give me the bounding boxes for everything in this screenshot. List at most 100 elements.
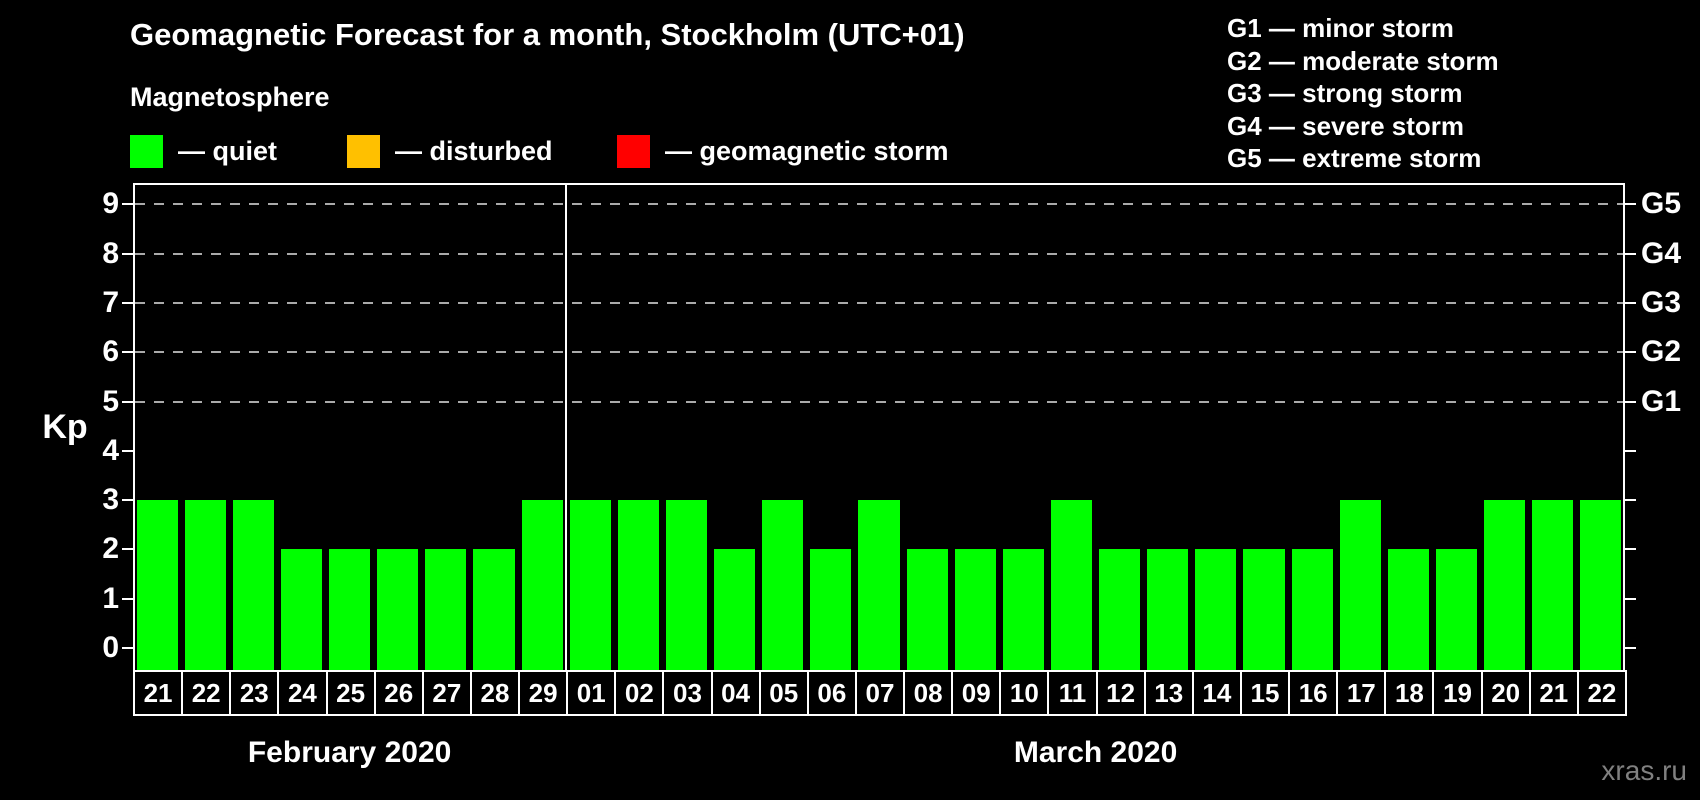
gridline-g5: [135, 203, 1623, 206]
date-label: 24: [277, 670, 328, 716]
date-label: 15: [1239, 670, 1291, 716]
y-axis-tick-right: [1625, 647, 1636, 649]
kp-bar: [280, 549, 322, 672]
kp-bar: [1435, 549, 1478, 672]
date-label: 13: [1143, 670, 1194, 716]
g-scale-legend-line: G5 — extreme storm: [1227, 143, 1482, 173]
kp-bar: [184, 500, 226, 672]
g-scale-legend: G1 — minor storm G2 — moderate storm G3 — …: [1227, 12, 1499, 175]
kp-bar: [1580, 500, 1622, 672]
date-label: 27: [421, 670, 472, 716]
y-axis-tick-label: 2: [102, 532, 119, 566]
date-label: 14: [1191, 670, 1242, 716]
y-axis-tick-right: [1625, 400, 1636, 403]
date-label: 09: [951, 670, 1002, 716]
kp-bar: [329, 549, 371, 672]
date-label: 23: [229, 670, 280, 716]
date-label: 20: [1480, 670, 1531, 716]
y-axis-tick-label: 5: [102, 384, 119, 418]
y-axis-title: Kp: [42, 408, 88, 446]
date-label: 02: [614, 670, 665, 716]
date-label: 04: [710, 670, 761, 716]
month-label: March 2020: [1013, 736, 1178, 769]
g-scale-legend-line: G3 — strong storm: [1227, 78, 1463, 108]
date-label: 28: [469, 670, 521, 716]
gridline-g3: [135, 301, 1623, 304]
kp-bar: [858, 500, 900, 672]
y-axis-tick-left: [122, 301, 133, 304]
kp-bar: [1099, 549, 1141, 672]
chart-title: Geomagnetic Forecast for a month, Stockh…: [130, 17, 965, 52]
y-axis-tick-left: [122, 203, 133, 206]
kp-bar: [136, 500, 178, 672]
kp-bar: [1195, 549, 1237, 672]
g-level-label: G2: [1641, 335, 1682, 369]
plot-area: G1 G2 G3 G4 G5 0 1 2 3 4 5 6 7 8 9 21 22 23 24 25 26 27 28 29 01…: [102, 183, 1681, 769]
g-scale-legend-line: G4 — severe storm: [1227, 110, 1465, 141]
legend-item-geomagnetic-storm: — geomagnetic storm: [617, 133, 949, 169]
date-label: 21: [133, 670, 184, 716]
y-axis-tick-label: 7: [102, 285, 119, 319]
kp-bar: [473, 549, 515, 672]
date-label: 06: [806, 670, 857, 716]
g-level-label: G3: [1641, 285, 1682, 319]
gridline-g1: [135, 400, 1623, 403]
gridline-g4: [135, 252, 1623, 255]
y-axis-tick-right: [1625, 203, 1636, 206]
date-label: 22: [1576, 670, 1627, 716]
kp-bar: [377, 549, 419, 672]
kp-bar: [1002, 549, 1044, 672]
legend-item-label: — geomagnetic storm: [665, 135, 949, 166]
y-axis-tick-right: [1625, 597, 1636, 600]
y-axis-tick-right: [1625, 301, 1636, 304]
storm-color-swatch: [617, 134, 650, 168]
disturbed-color-swatch: [347, 134, 380, 168]
kp-bar: [425, 549, 467, 672]
y-axis-tick-right: [1625, 252, 1636, 255]
kp-bar: [714, 549, 756, 672]
y-axis-tick-left: [122, 499, 133, 502]
y-axis-tick-label: 4: [102, 433, 119, 467]
date-label: 01: [566, 670, 617, 716]
kp-bar: [1484, 500, 1526, 672]
kp-bar: [1339, 500, 1381, 672]
y-axis-tick-label: 3: [102, 483, 119, 517]
date-label: 12: [1095, 670, 1146, 716]
y-axis-tick-left: [122, 400, 133, 403]
date-label: 26: [373, 670, 424, 716]
g-scale-legend-line: G2 — moderate storm: [1227, 45, 1499, 76]
date-label: 11: [1047, 670, 1098, 716]
gridline-g2: [135, 351, 1623, 354]
kp-bar: [1291, 549, 1333, 672]
y-axis-tick-label: 9: [102, 187, 119, 221]
g-level-label: G4: [1641, 236, 1682, 270]
date-label: 08: [903, 670, 954, 716]
kp-bar: [232, 500, 274, 672]
kp-bar: [1147, 549, 1189, 672]
watermark: xras.ru: [1601, 755, 1687, 786]
date-label: 19: [1432, 670, 1483, 716]
y-axis-tick-left: [122, 647, 133, 649]
y-axis-tick-left: [122, 449, 133, 452]
date-label: 18: [1384, 670, 1435, 716]
kp-bar: [906, 549, 948, 672]
quiet-color-swatch: [130, 134, 163, 168]
y-axis-tick-label: 1: [102, 581, 119, 615]
y-axis-tick-left: [122, 351, 133, 354]
kp-bar: [665, 500, 708, 672]
month-separator-line: [565, 183, 568, 672]
magnetosphere-label: Magnetosphere: [130, 82, 330, 112]
y-axis-tick-right: [1625, 548, 1636, 551]
legend-item-label: — disturbed: [395, 135, 553, 166]
date-label: 22: [181, 670, 232, 716]
month-label: February 2020: [247, 736, 452, 769]
date-label: 16: [1288, 670, 1339, 716]
date-label: 03: [662, 670, 713, 716]
y-axis-tick-right: [1625, 449, 1636, 452]
legend-item-disturbed: — disturbed: [347, 133, 553, 169]
y-axis-tick-left: [122, 548, 133, 551]
y-axis-tick-label: 8: [102, 236, 119, 270]
kp-bar: [617, 500, 659, 672]
g-level-label: G1: [1641, 384, 1682, 418]
